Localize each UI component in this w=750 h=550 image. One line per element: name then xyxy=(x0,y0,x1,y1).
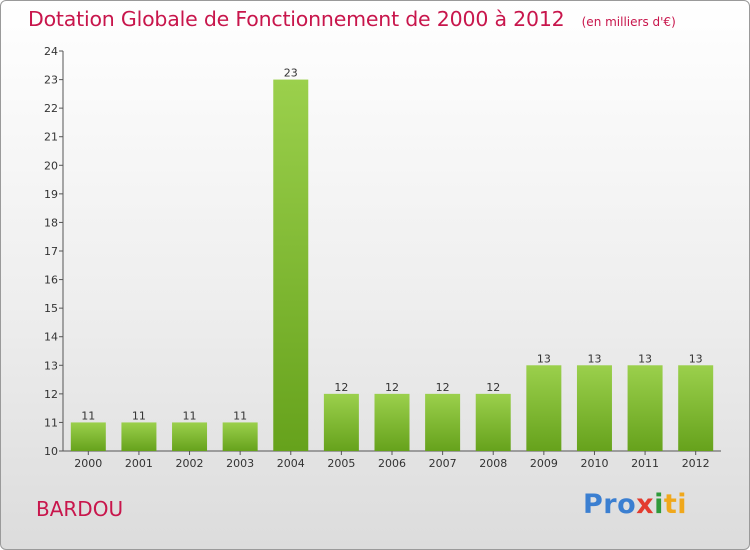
data-label: 12 xyxy=(436,381,450,394)
y-tick-label: 16 xyxy=(44,274,58,287)
y-tick-label: 21 xyxy=(44,131,58,144)
bar xyxy=(222,422,258,451)
bar xyxy=(374,393,410,451)
logo-part: ti xyxy=(663,489,688,520)
y-tick-label: 10 xyxy=(44,445,58,458)
bar xyxy=(627,365,663,451)
y-tick-label: 23 xyxy=(44,74,58,87)
x-tick-label: 2000 xyxy=(74,457,102,470)
data-label: 13 xyxy=(537,352,551,365)
data-label: 11 xyxy=(183,409,197,422)
logo-part: Pro xyxy=(583,489,637,520)
bar xyxy=(526,365,562,451)
x-tick-label: 2009 xyxy=(530,457,558,470)
proxiti-logo: Proxiti xyxy=(583,489,687,520)
y-tick-label: 13 xyxy=(44,359,58,372)
y-tick-label: 15 xyxy=(44,302,58,315)
plot-area: 10 11 12 13 14 15 16 17 18 19 20 21 22 23 24 2000 11 2001… xyxy=(44,45,721,470)
chart-unit-note: (en milliers d'€) xyxy=(581,15,676,29)
y-tick-label: 18 xyxy=(44,216,58,229)
chart-title: Dotation Globale de Fonctionnement de 20… xyxy=(28,7,565,31)
x-tick-label: 2007 xyxy=(429,457,457,470)
x-tick-label: 2004 xyxy=(277,457,305,470)
commune-name: BARDOU xyxy=(36,497,124,521)
data-label: 12 xyxy=(486,381,500,394)
y-tick-label: 17 xyxy=(44,245,58,258)
x-tick-label: 2006 xyxy=(378,457,406,470)
x-tick-label: 2010 xyxy=(580,457,608,470)
y-tick-label: 11 xyxy=(44,416,58,429)
x-tick-label: 2001 xyxy=(125,457,153,470)
bar xyxy=(678,365,714,451)
bar xyxy=(70,422,106,451)
x-tick-label: 2008 xyxy=(479,457,507,470)
x-tick-label: 2002 xyxy=(176,457,204,470)
x-tick-label: 2011 xyxy=(631,457,659,470)
data-label: 11 xyxy=(132,409,146,422)
x-tick-label: 2012 xyxy=(682,457,710,470)
y-tick-label: 24 xyxy=(44,45,58,58)
data-label: 13 xyxy=(689,352,703,365)
data-label: 11 xyxy=(81,409,95,422)
bar xyxy=(121,422,157,451)
bar xyxy=(273,79,309,452)
bar xyxy=(172,422,208,451)
logo-part: i xyxy=(654,489,664,520)
y-tick-label: 14 xyxy=(44,331,58,344)
logo-part: x xyxy=(636,489,655,520)
data-label: 13 xyxy=(587,352,601,365)
y-tick-label: 20 xyxy=(44,159,58,172)
bar xyxy=(475,393,511,451)
x-tick-label: 2003 xyxy=(226,457,254,470)
data-label: 23 xyxy=(284,67,298,80)
x-tick-label: 2005 xyxy=(327,457,355,470)
bar xyxy=(576,365,612,451)
chart-header: Dotation Globale de Fonctionnement de 20… xyxy=(28,7,676,31)
data-label: 11 xyxy=(233,409,247,422)
bar xyxy=(425,393,461,451)
data-label: 13 xyxy=(638,352,652,365)
y-tick-label: 22 xyxy=(44,102,58,115)
y-tick-label: 12 xyxy=(44,388,58,401)
y-tick-label: 19 xyxy=(44,188,58,201)
data-label: 12 xyxy=(385,381,399,394)
data-label: 12 xyxy=(334,381,348,394)
bar xyxy=(323,393,359,451)
